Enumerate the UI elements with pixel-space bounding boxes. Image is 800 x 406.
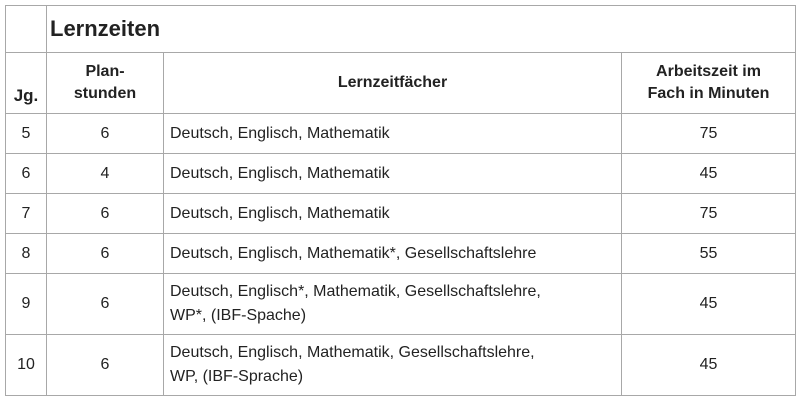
header-planstunden: Plan-stunden xyxy=(46,52,164,114)
cell-faecher: Deutsch, Englisch, Mathematik*, Gesellsc… xyxy=(163,233,622,274)
header-arbeitszeit: Arbeitszeit im Fach in Minuten xyxy=(620,52,797,114)
cell-minuten: 45 xyxy=(620,273,797,335)
table-row: 9 6 Deutsch, Englisch*, Mathematik, Gesell… xyxy=(5,273,797,335)
cell-planstunden: 4 xyxy=(46,153,164,194)
cell-faecher: Deutsch, Englisch, Mathematik, Gesellsch… xyxy=(163,334,622,396)
corner-cell xyxy=(5,5,47,53)
cell-faecher: Deutsch, Englisch, Mathematik xyxy=(163,113,622,154)
cell-planstunden: 6 xyxy=(46,233,164,274)
cell-jg: 10 xyxy=(5,334,47,396)
cell-jg: 8 xyxy=(5,233,47,274)
cell-planstunden: 6 xyxy=(46,334,164,396)
cell-planstunden: 6 xyxy=(46,113,164,154)
cell-planstunden: 6 xyxy=(46,273,164,335)
table-row: 6 4 Deutsch, Englisch, Mathematik 45 xyxy=(5,153,797,194)
table-row: 10 6 Deutsch, Englisch, Mathematik, Gesell… xyxy=(5,334,797,396)
cell-jg: 5 xyxy=(5,113,47,154)
header-faecher: Lernzeitfächer xyxy=(163,52,622,114)
cell-minuten: 75 xyxy=(620,193,797,234)
cell-jg: 6 xyxy=(5,153,47,194)
table-row: 7 6 Deutsch, Englisch, Mathematik 75 xyxy=(5,193,797,234)
cell-minuten: 45 xyxy=(620,334,797,396)
table-title: Lernzeiten xyxy=(45,5,797,53)
cell-minuten: 55 xyxy=(620,233,797,274)
cell-faecher: Deutsch, Englisch, Mathematik xyxy=(163,193,622,234)
cell-planstunden: 6 xyxy=(46,193,164,234)
cell-jg: 9 xyxy=(5,273,47,335)
table-row: 8 6 Deutsch, Englisch, Mathematik*, Gesell… xyxy=(5,233,797,274)
header-jg: Jg. xyxy=(5,52,47,114)
table-row: 5 6 Deutsch, Englisch, Mathematik 75 xyxy=(5,113,797,154)
lernzeiten-table: Lernzeiten Jg. Plan-stunden Lernzeitfäch… xyxy=(5,5,797,396)
cell-faecher: Deutsch, Englisch*, Mathematik, Gesellsc… xyxy=(163,273,622,335)
cell-minuten: 45 xyxy=(620,153,797,194)
cell-jg: 7 xyxy=(5,193,47,234)
cell-minuten: 75 xyxy=(620,113,797,154)
cell-faecher: Deutsch, Englisch, Mathematik xyxy=(163,153,622,194)
